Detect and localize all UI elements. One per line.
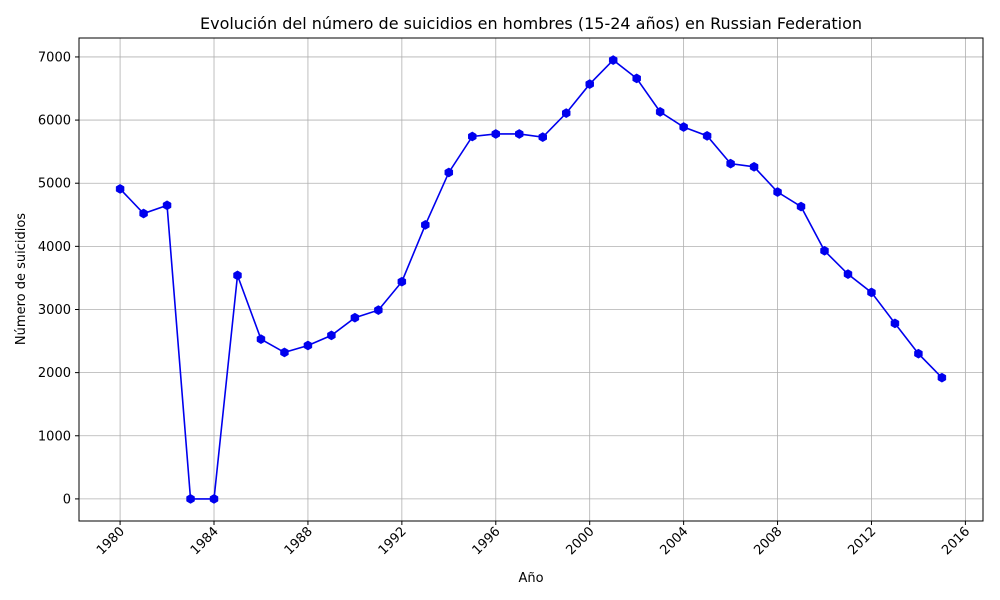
- data-point: [280, 347, 289, 358]
- plot-frame: [78, 37, 984, 522]
- x-tick-label: 1988: [282, 524, 316, 558]
- y-tick-label: 5000: [38, 177, 71, 192]
- data-point: [397, 276, 407, 287]
- data-point: [327, 330, 336, 341]
- x-tick-label: 2000: [564, 524, 598, 558]
- data-point: [515, 129, 524, 139]
- data-point: [655, 106, 665, 117]
- data-point: [726, 158, 735, 169]
- x-tick-label: 1984: [188, 524, 222, 558]
- y-tick-label: 6000: [38, 114, 71, 129]
- data-point: [867, 287, 876, 298]
- data-point: [538, 132, 547, 143]
- y-axis-label: Número de suicidios: [14, 213, 29, 345]
- x-tick-label: 1996: [470, 524, 504, 558]
- data-point: [843, 269, 853, 280]
- data-point: [702, 130, 712, 141]
- x-tick-label: 2004: [657, 524, 691, 558]
- y-tick-label: 7000: [38, 50, 71, 65]
- data-point: [749, 161, 759, 172]
- data-point: [491, 129, 501, 139]
- data-point: [162, 200, 172, 211]
- x-tick-label: 2016: [939, 524, 973, 558]
- x-tick-label: 2008: [751, 524, 785, 558]
- data-point: [561, 108, 571, 119]
- data-point: [256, 334, 266, 345]
- y-tick-label: 1000: [38, 429, 71, 444]
- data-point: [585, 79, 594, 89]
- data-point: [421, 220, 430, 230]
- series-line: [119, 59, 943, 500]
- chart-title: Evolución del número de suicidios en hom…: [200, 14, 862, 33]
- data-point: [937, 372, 947, 383]
- data-point: [914, 348, 923, 359]
- x-tick-label: 1980: [94, 524, 128, 558]
- data-point: [350, 312, 360, 323]
- y-tick-label: 2000: [38, 366, 71, 381]
- data-point: [608, 55, 618, 65]
- data-point: [303, 340, 313, 351]
- data-point: [632, 73, 641, 84]
- data-point: [233, 270, 242, 281]
- x-tick-label: 2012: [845, 524, 879, 558]
- data-point: [773, 187, 782, 197]
- y-tick-label: 4000: [38, 240, 71, 255]
- data-point: [468, 131, 477, 142]
- data-point: [139, 208, 148, 219]
- series: [115, 55, 947, 504]
- grid: [79, 38, 983, 521]
- x-axis-label: Año: [518, 571, 543, 586]
- data-point: [796, 201, 806, 212]
- data-point: [374, 305, 383, 316]
- y-tick-label: 3000: [38, 303, 71, 318]
- data-point: [679, 122, 688, 132]
- data-point: [820, 245, 829, 256]
- data-point: [890, 318, 900, 329]
- y-tick-label: 0: [63, 492, 71, 507]
- data-point: [444, 167, 454, 178]
- data-point: [186, 494, 195, 504]
- data-point: [115, 184, 125, 194]
- data-point: [209, 494, 219, 504]
- x-tick-label: 1992: [376, 524, 410, 558]
- axes: 1980 1984 1988 1992 1996 2000 2004 2008 2012 2016…: [38, 37, 984, 558]
